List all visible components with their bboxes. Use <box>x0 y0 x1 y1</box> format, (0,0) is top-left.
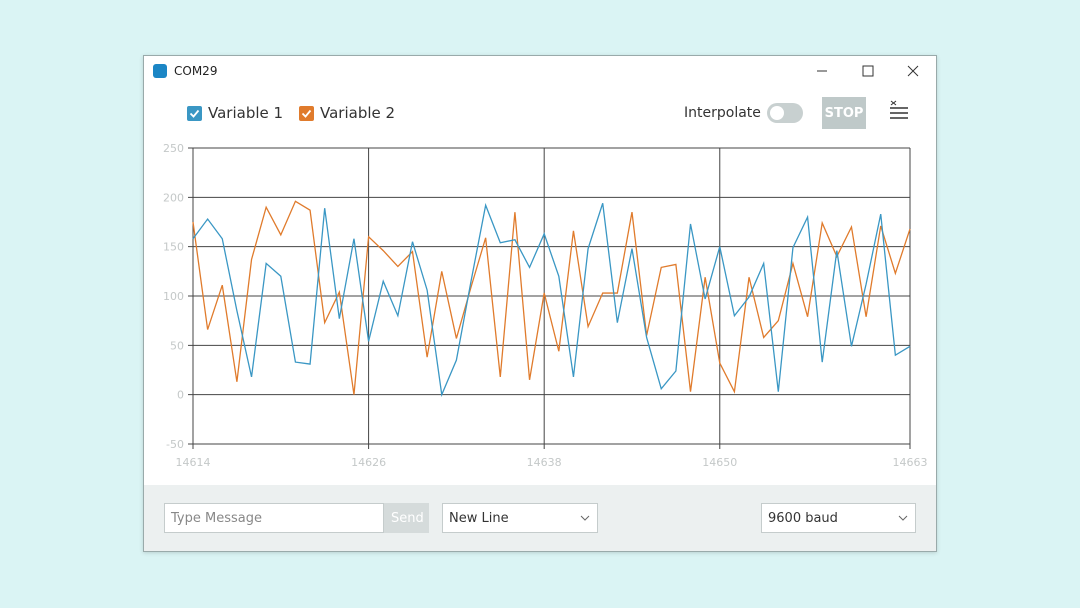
dropdown-arrow <box>580 515 590 521</box>
line-ending-select[interactable]: New Line <box>442 503 598 533</box>
legend-label: Variable 2 <box>320 104 396 122</box>
y-tick-label: 0 <box>177 389 184 402</box>
interpolate-label: Interpolate <box>684 105 761 121</box>
message-input[interactable]: Type Message <box>164 503 384 533</box>
toggle-knob <box>770 106 784 120</box>
series-toggle[interactable]: Variable 2 <box>299 104 395 122</box>
checkbox[interactable] <box>299 105 314 121</box>
x-tick-label: 14650 <box>702 456 737 469</box>
app-icon <box>153 64 167 78</box>
baud-select[interactable]: 9600 baud <box>761 503 916 533</box>
y-tick-label: 100 <box>163 290 184 303</box>
interpolate-toggle[interactable] <box>767 103 803 123</box>
x-tick-label: 14614 <box>176 456 211 469</box>
legend-label: Variable 1 <box>208 104 284 122</box>
check <box>189 109 200 118</box>
clear-button[interactable] <box>888 100 910 122</box>
y-tick-label: 250 <box>163 142 184 155</box>
footer: Type Message Send New Line 9600 baud <box>144 485 936 551</box>
x-tick-label: 14626 <box>351 456 386 469</box>
window-controls[interactable] <box>809 62 929 80</box>
check <box>301 109 312 118</box>
y-tick-label: 150 <box>163 241 184 254</box>
checkbox[interactable] <box>187 105 202 121</box>
stop-button[interactable]: STOP <box>822 97 866 129</box>
x-tick-label: 14663 <box>893 456 928 469</box>
series-line <box>192 200 911 395</box>
y-tick-label: 50 <box>170 339 184 352</box>
send-button[interactable]: Send <box>384 503 429 533</box>
y-tick-label: -50 <box>166 438 184 451</box>
plotter-window: COM29 Variable 1 Variable 2 Interpolate … <box>143 55 937 552</box>
window-title: COM29 <box>174 64 218 78</box>
y-tick-label: 200 <box>163 191 184 204</box>
series-toggle[interactable]: Variable 1 <box>187 104 283 122</box>
x-tick-label: 14638 <box>527 456 562 469</box>
series-line <box>192 202 911 398</box>
dropdown-arrow <box>898 515 908 521</box>
